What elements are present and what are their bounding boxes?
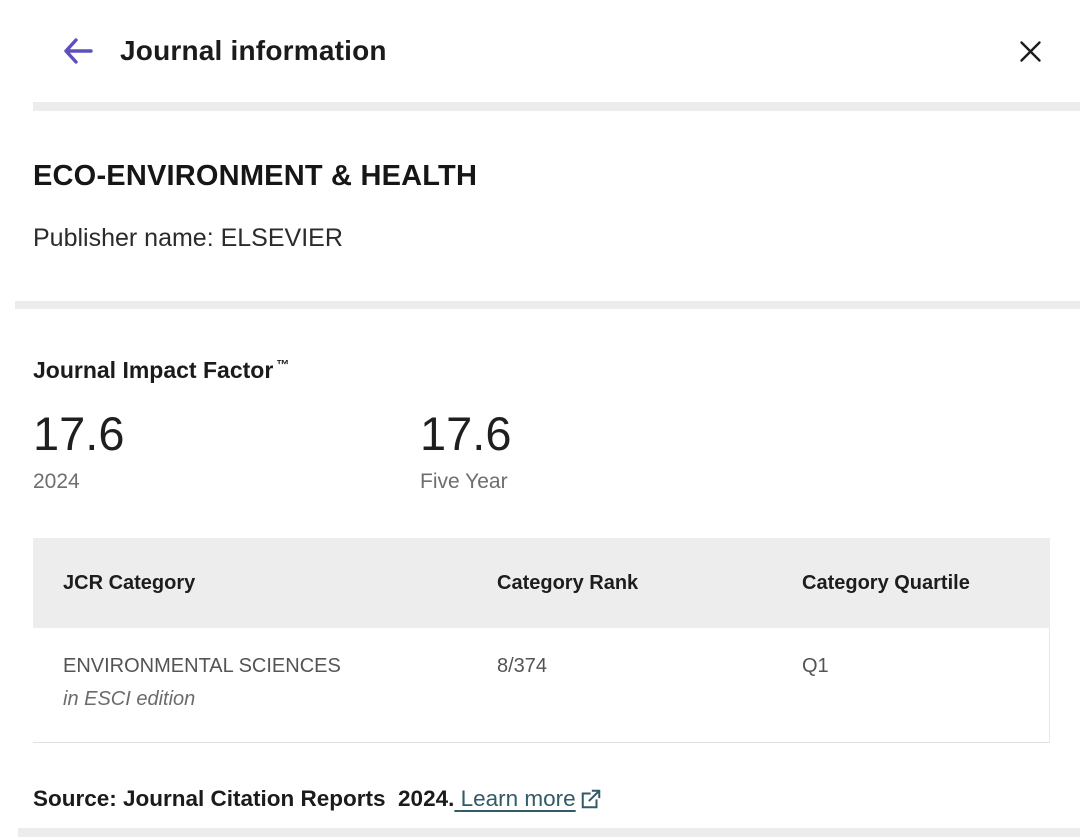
learn-more-link[interactable]: Learn more	[454, 786, 601, 812]
header-divider	[33, 102, 1080, 111]
category-edition: in ESCI edition	[63, 688, 196, 710]
category-name: ENVIRONMENTAL SCIENCES	[63, 655, 341, 677]
table-header-row: JCR Category Category Rank Category Quar…	[33, 538, 1050, 628]
impact-factor-label-five-year: Five Year	[420, 470, 508, 493]
back-arrow-icon	[64, 38, 93, 64]
jcr-category-table: JCR Category Category Rank Category Quar…	[33, 538, 1050, 743]
journal-name: ECO-ENVIRONMENT & HEALTH	[33, 160, 478, 192]
impact-factor-metrics: 17.6 2024 17.6 Five Year	[33, 410, 1080, 494]
impact-factor-label-2024: 2024	[33, 470, 80, 493]
table-row: ENVIRONMENTAL SCIENCES in ESCI edition 8…	[33, 628, 1050, 743]
page-title: Journal information	[120, 35, 387, 66]
impact-factor-heading-text: Journal Impact Factor	[33, 357, 274, 383]
learn-more-label: Learn more	[454, 786, 576, 811]
section-divider	[15, 301, 1080, 309]
source-line: Source: Journal Citation Reports 2024. L…	[33, 786, 1080, 812]
source-text: Source: Journal Citation Reports 2024.	[33, 786, 455, 811]
metric-five-year: 17.6 Five Year	[420, 410, 511, 494]
close-icon	[1020, 40, 1041, 62]
metric-current-year: 17.6 2024	[33, 410, 420, 494]
impact-factor-value-2024: 17.6	[33, 407, 125, 460]
cell-category-quartile: Q1	[802, 655, 829, 677]
column-header-category-quartile: Category Quartile	[802, 571, 970, 594]
bottom-divider	[18, 828, 1080, 837]
cell-jcr-category: ENVIRONMENTAL SCIENCES in ESCI edition	[33, 655, 467, 711]
panel-content: ECO-ENVIRONMENT & HEALTH Publisher name:…	[0, 160, 1080, 812]
close-button[interactable]	[1019, 40, 1042, 63]
panel-header: Journal information	[0, 0, 1080, 72]
impact-factor-value-five-year: 17.6	[420, 407, 512, 460]
back-button[interactable]	[62, 37, 94, 65]
trademark-symbol: ™	[276, 357, 290, 373]
external-link-icon	[581, 789, 600, 809]
impact-factor-heading: Journal Impact Factor ™	[33, 357, 1080, 384]
cell-category-rank: 8/374	[497, 655, 548, 677]
column-header-category-rank: Category Rank	[497, 571, 639, 594]
publisher-name: Publisher name: ELSEVIER	[33, 224, 343, 252]
column-header-jcr-category: JCR Category	[63, 571, 196, 594]
